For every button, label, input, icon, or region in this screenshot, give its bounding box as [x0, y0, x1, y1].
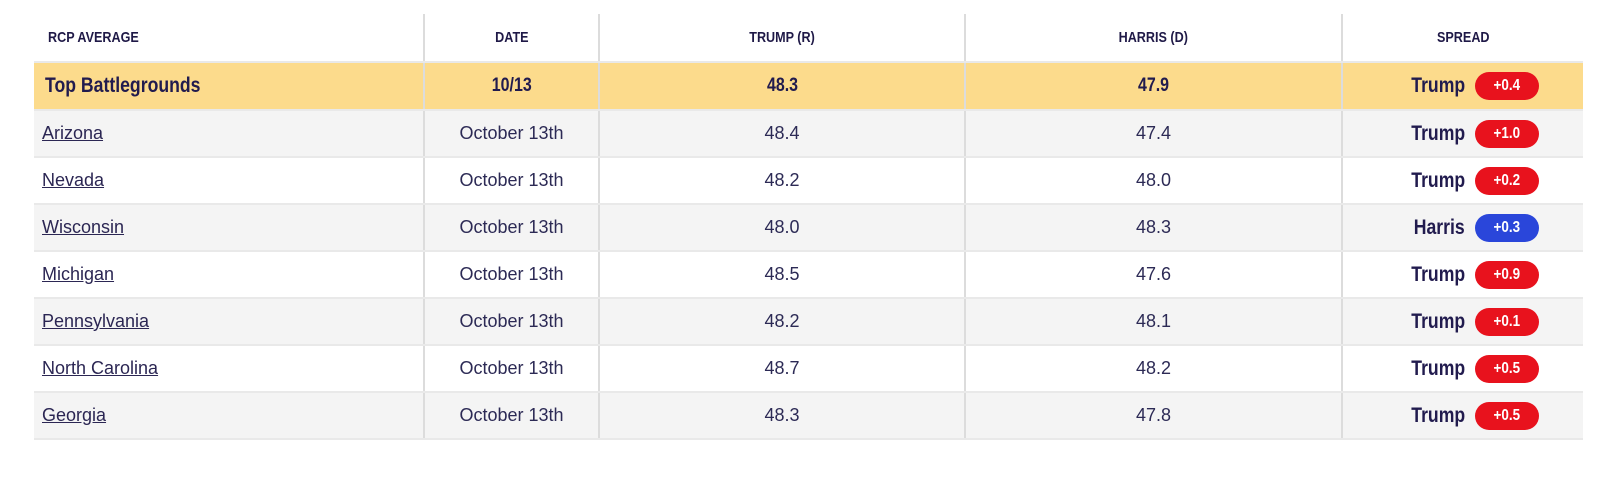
column-header-spread: SPREAD [1341, 14, 1583, 61]
date-cell: October 13th [423, 252, 598, 297]
trump-value: 48.3 [598, 393, 964, 438]
row-michigan: Michigan October 13th 48.5 47.6 Trump +0… [34, 250, 1583, 297]
spread-leader-label: Harris [1414, 215, 1465, 239]
state-link-georgia[interactable]: Georgia [42, 405, 107, 425]
spread-cell: Trump +0.5 [1341, 346, 1583, 391]
spread-leader-label: Trump [1411, 309, 1465, 333]
spread-leader-label: Trump [1411, 356, 1465, 380]
harris-value: 48.2 [964, 346, 1341, 391]
date-cell: October 13th [423, 299, 598, 344]
trump-value: 48.2 [598, 299, 964, 344]
column-header-rcp-average: RCP AVERAGE [48, 29, 139, 46]
summary-label: Top Battlegrounds [45, 74, 201, 97]
state-cell: Michigan [34, 252, 423, 297]
state-link-arizona[interactable]: Arizona [42, 123, 104, 143]
spread-cell: Trump +1.0 [1341, 111, 1583, 156]
state-cell: Arizona [34, 111, 423, 156]
column-header-harris: HARRIS (D) [964, 14, 1341, 61]
harris-value: 47.6 [964, 252, 1341, 297]
trump-value: 48.5 [598, 252, 964, 297]
summary-harris-value: 47.9 [964, 63, 1341, 109]
trump-value: 48.4 [598, 111, 964, 156]
date-cell: October 13th [423, 393, 598, 438]
state-cell: Georgia [34, 393, 423, 438]
table-header-row: RCP AVERAGE DATE TRUMP (R) HARRIS (D) SP… [34, 14, 1583, 61]
spread-badge: +0.5 [1475, 401, 1539, 430]
spread-cell: Trump +0.9 [1341, 252, 1583, 297]
state-link-north-carolina[interactable]: North Carolina [42, 358, 159, 378]
row-north-carolina: North Carolina October 13th 48.7 48.2 Tr… [34, 344, 1583, 391]
harris-value: 47.4 [964, 111, 1341, 156]
harris-value: 47.8 [964, 393, 1341, 438]
spread-badge: +0.3 [1475, 213, 1539, 242]
state-link-michigan[interactable]: Michigan [42, 264, 115, 284]
date-cell: October 13th [423, 346, 598, 391]
spread-cell: Trump +0.5 [1341, 393, 1583, 438]
state-link-pennsylvania[interactable]: Pennsylvania [42, 311, 150, 331]
state-link-nevada[interactable]: Nevada [42, 170, 105, 190]
state-link-wisconsin[interactable]: Wisconsin [42, 217, 125, 237]
summary-date: 10/13 [423, 63, 598, 109]
state-cell: Pennsylvania [34, 299, 423, 344]
spread-cell: Trump +0.1 [1341, 299, 1583, 344]
spread-leader-label: Trump [1411, 262, 1465, 286]
row-nevada: Nevada October 13th 48.2 48.0 Trump +0.2 [34, 156, 1583, 203]
column-header-date: DATE [423, 14, 598, 61]
trump-value: 48.0 [598, 205, 964, 250]
spread-leader-label: Trump [1411, 74, 1465, 97]
spread-badge: +1.0 [1475, 119, 1539, 148]
spread-badge: +0.2 [1475, 166, 1539, 195]
spread-badge: +0.5 [1475, 354, 1539, 383]
state-cell: North Carolina [34, 346, 423, 391]
state-cell: Wisconsin [34, 205, 423, 250]
state-cell: Nevada [34, 158, 423, 203]
summary-trump-value: 48.3 [598, 63, 964, 109]
spread-cell: Harris +0.3 [1341, 205, 1583, 250]
date-cell: October 13th [423, 111, 598, 156]
row-wisconsin: Wisconsin October 13th 48.0 48.3 Harris … [34, 203, 1583, 250]
spread-badge: +0.4 [1475, 72, 1539, 100]
trump-value: 48.2 [598, 158, 964, 203]
spread-badge: +0.9 [1475, 260, 1539, 289]
date-cell: October 13th [423, 158, 598, 203]
spread-leader-label: Trump [1411, 168, 1465, 192]
row-pennsylvania: Pennsylvania October 13th 48.2 48.1 Trum… [34, 297, 1583, 344]
spread-badge: +0.1 [1475, 307, 1539, 336]
row-georgia: Georgia October 13th 48.3 47.8 Trump +0.… [34, 391, 1583, 438]
column-header-trump: TRUMP (R) [598, 14, 964, 61]
spread-leader-label: Trump [1411, 121, 1465, 145]
spread-leader-label: Trump [1411, 403, 1465, 427]
summary-row-top-battlegrounds: Top Battlegrounds 10/13 48.3 47.9 Trump … [34, 61, 1583, 109]
harris-value: 48.3 [964, 205, 1341, 250]
trump-value: 48.7 [598, 346, 964, 391]
spread-cell: Trump +0.2 [1341, 158, 1583, 203]
row-arizona: Arizona October 13th 48.4 47.4 Trump +1.… [34, 109, 1583, 156]
harris-value: 48.1 [964, 299, 1341, 344]
summary-spread-cell: Trump +0.4 [1341, 63, 1583, 109]
date-cell: October 13th [423, 205, 598, 250]
polling-average-table: RCP AVERAGE DATE TRUMP (R) HARRIS (D) SP… [34, 14, 1583, 440]
harris-value: 48.0 [964, 158, 1341, 203]
